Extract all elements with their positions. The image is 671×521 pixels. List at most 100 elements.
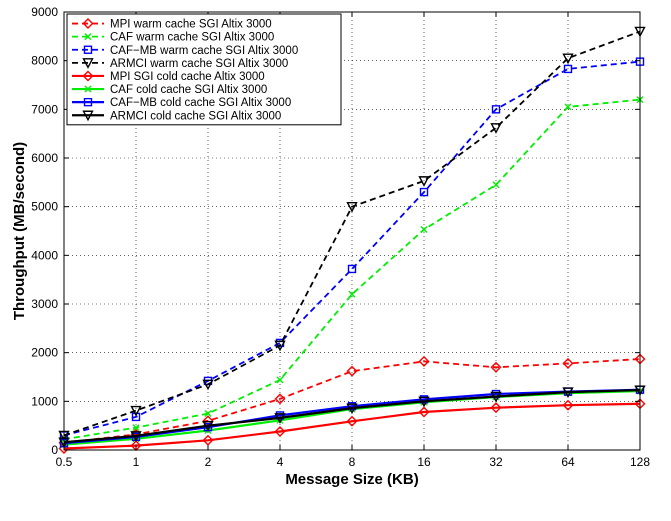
data-point bbox=[346, 365, 358, 377]
y-tick-label: 4000 bbox=[31, 248, 58, 262]
data-point bbox=[562, 53, 574, 65]
data-point bbox=[130, 431, 142, 442]
y-tick-label: 6000 bbox=[31, 151, 58, 165]
legend-label: ARMCI warm cache SGI Altix 3000 bbox=[110, 58, 288, 70]
legend-entry: ARMCI warm cache SGI Altix 3000 bbox=[72, 58, 288, 70]
data-point bbox=[346, 415, 358, 427]
data-point bbox=[131, 412, 141, 422]
data-point bbox=[204, 410, 212, 417]
data-point bbox=[418, 396, 430, 408]
legend-label: CAF cold cache SGI Altix 3000 bbox=[110, 84, 267, 96]
series-line bbox=[63, 60, 641, 437]
data-point bbox=[130, 405, 142, 417]
legend-entry: CAF warm cache SGI Altix 3000 bbox=[72, 32, 274, 44]
legend-marker bbox=[84, 85, 92, 93]
x-tick-label: 2 bbox=[205, 455, 212, 469]
data-point bbox=[346, 403, 358, 415]
data-point bbox=[276, 376, 284, 384]
legend-entry: MPI warm cache SGI Altix 3000 bbox=[72, 18, 272, 31]
y-tick-label: 2000 bbox=[31, 346, 58, 360]
data-point bbox=[274, 393, 286, 405]
marker-stroke bbox=[492, 181, 500, 189]
y-tick-label: 3000 bbox=[31, 297, 58, 311]
data-point bbox=[418, 355, 430, 367]
data-point bbox=[274, 413, 286, 424]
y-tick-label: 8000 bbox=[31, 54, 58, 68]
marker-stroke bbox=[420, 226, 428, 234]
legend-label: CAF−MB cold cache SGI Altix 3000 bbox=[110, 97, 291, 109]
data-point bbox=[346, 201, 358, 213]
x-tick-label: 128 bbox=[630, 455, 650, 469]
series-6 bbox=[60, 387, 644, 449]
legend-entry: CAF−MB warm cache SGI Altix 3000 bbox=[72, 45, 298, 57]
marker-stroke bbox=[204, 410, 212, 417]
y-tick-label: 7000 bbox=[31, 102, 58, 116]
legend-marker bbox=[84, 33, 92, 41]
series-line bbox=[63, 388, 641, 445]
x-tick-label: 16 bbox=[417, 455, 431, 469]
legend-entry: CAF−MB cold cache SGI Altix 3000 bbox=[72, 97, 291, 109]
data-point bbox=[490, 402, 502, 414]
data-point bbox=[132, 424, 140, 432]
marker-stroke bbox=[348, 290, 356, 298]
series-line bbox=[63, 402, 641, 450]
y-tick-label: 0 bbox=[51, 443, 58, 457]
data-point bbox=[562, 357, 574, 369]
data-point bbox=[562, 399, 574, 411]
data-point bbox=[418, 406, 430, 418]
legend-marker bbox=[83, 97, 93, 107]
data-point bbox=[418, 176, 430, 187]
legend-label: ARMCI cold cache SGI Altix 3000 bbox=[110, 110, 281, 122]
legend-marker bbox=[82, 110, 94, 122]
marker-stroke bbox=[84, 85, 92, 93]
legend-label: CAF−MB warm cache SGI Altix 3000 bbox=[110, 45, 298, 57]
data-point bbox=[419, 187, 429, 197]
series-line bbox=[63, 389, 641, 444]
legend-marker bbox=[82, 58, 94, 69]
y-axis-title: Throughput (MB/second) bbox=[11, 142, 28, 320]
data-point bbox=[274, 426, 286, 437]
x-tick-label: 4 bbox=[277, 455, 284, 469]
legend-marker bbox=[82, 70, 94, 82]
legend-entry: MPI SGI cold cache Altix 3000 bbox=[72, 70, 265, 83]
data-point bbox=[348, 290, 356, 298]
legend-entry: CAF cold cache SGI Altix 3000 bbox=[72, 84, 267, 96]
marker-stroke bbox=[564, 103, 572, 111]
data-point bbox=[420, 226, 428, 234]
data-point bbox=[202, 434, 214, 446]
series-line bbox=[63, 30, 641, 437]
y-tick-label: 5000 bbox=[31, 200, 58, 214]
series-4 bbox=[58, 26, 646, 442]
legend-marker bbox=[82, 18, 94, 30]
data-point bbox=[563, 64, 573, 74]
data-point bbox=[492, 181, 500, 189]
x-tick-label: 0.5 bbox=[56, 455, 73, 469]
data-point bbox=[490, 123, 502, 134]
series-line bbox=[63, 358, 641, 444]
legend-label: MPI SGI cold cache Altix 3000 bbox=[110, 71, 265, 83]
x-tick-label: 64 bbox=[561, 455, 575, 469]
marker-stroke bbox=[84, 33, 92, 41]
marker-stroke bbox=[276, 376, 284, 384]
data-point bbox=[490, 391, 502, 403]
x-tick-label: 1 bbox=[133, 455, 140, 469]
data-point bbox=[491, 105, 501, 114]
data-point bbox=[202, 420, 214, 432]
legend-box bbox=[66, 13, 342, 126]
data-point bbox=[202, 379, 214, 391]
legend-entry: ARMCI cold cache SGI Altix 3000 bbox=[72, 110, 281, 122]
axis-layer: 0.5 1 2 4 8 16 32 64 128 0 1000 2000 3000 4000 5000 600… bbox=[31, 5, 650, 469]
y-tick-label: 9000 bbox=[31, 5, 58, 19]
x-tick-label: 8 bbox=[349, 455, 356, 469]
data-point bbox=[564, 103, 572, 111]
marker-stroke bbox=[132, 424, 140, 432]
x-axis-title: Message Size (KB) bbox=[285, 471, 418, 488]
legend-marker bbox=[83, 45, 93, 54]
data-point bbox=[490, 361, 502, 373]
legend-label: CAF warm cache SGI Altix 3000 bbox=[110, 32, 274, 44]
y-tick-label: 1000 bbox=[31, 394, 58, 408]
data-point bbox=[347, 264, 357, 274]
data-point bbox=[562, 387, 574, 399]
